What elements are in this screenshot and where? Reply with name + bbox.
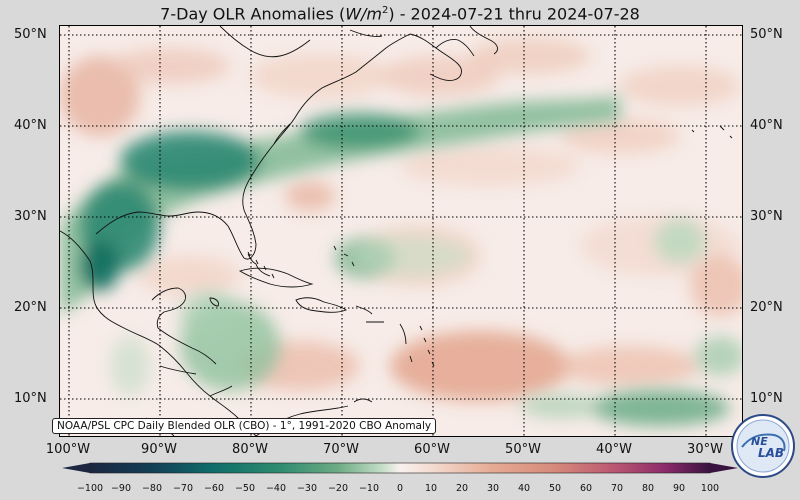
colorbar-tick-label: −60 [203,483,225,494]
colorbar-tick-label: 80 [641,483,655,494]
logo-badge: NE LAB [731,414,795,478]
lat-label-right: 30°N [750,209,783,224]
colorbar-min-arrow [62,463,90,473]
lon-label: 60°W [414,442,450,457]
lat-label-right: 40°N [750,118,783,133]
lat-label-left: 10°N [14,391,47,406]
colorbar-tick-label: 30 [486,483,500,494]
colorbar-tick-label: −30 [296,483,318,494]
colorbar-tick-label: −90 [110,483,132,494]
map-panel [59,25,743,437]
lat-label-left: 20°N [14,300,47,315]
colorbar-tick-label: 60 [579,483,593,494]
colorbar-tick-label: 0 [396,483,404,494]
lon-label: 50°W [505,442,541,457]
colorbar-max-arrow [710,463,738,473]
colorbar-tick-label: −80 [141,483,163,494]
lon-label: 90°W [141,442,177,457]
lat-label-left: 30°N [14,209,47,224]
lon-label: 40°W [596,442,632,457]
colorbar-tick-label: 90 [672,483,686,494]
lon-label: 80°W [232,442,268,457]
lon-label: 70°W [323,442,359,457]
colorbar-gradient [89,462,711,474]
colorbar-scale [62,462,738,474]
olr-anomaly-map [60,26,742,436]
colorbar-tick-label: −70 [172,483,194,494]
lon-label: 100°W [45,442,91,457]
graticule [60,26,742,436]
lat-label-left: 50°N [14,27,47,42]
title-suffix: ) - 2024-07-21 thru 2024-07-28 [388,4,640,24]
colorbar-tick-label: −50 [234,483,256,494]
colorbar-tick-label: 70 [610,483,624,494]
colorbar-tick-label: 40 [517,483,531,494]
lat-label-right: 10°N [750,391,783,406]
negative-anomaly-field [60,96,742,426]
lon-label: 30°W [687,442,723,457]
title-unit-exponent: 2 [381,5,389,16]
title-prefix: 7-Day OLR Anomalies ( [160,4,346,24]
colorbar-tick-label: −20 [327,483,349,494]
logo-text-line1: NE [751,435,768,448]
lat-label-right: 20°N [750,300,783,315]
logo-text-line2: LAB [758,446,784,460]
data-source-credit: NOAA/PSL CPC Daily Blended OLR (CBO) - 1… [52,418,437,434]
lat-label-left: 40°N [14,118,47,133]
map-title: 7-Day OLR Anomalies (W/m2) - 2024-07-21 … [0,0,800,24]
colorbar-tick-label: −10 [358,483,380,494]
colorbar-tick-label: 10 [424,483,438,494]
nextlab-logo: NE LAB [730,413,796,483]
colorbar-tick-label: 100 [700,483,720,494]
colorbar-tick-label: −40 [265,483,287,494]
colorbar-tick-label: −100 [76,483,104,494]
colorbar-tick-label: 50 [548,483,562,494]
lat-label-right: 50°N [750,27,783,42]
title-unit: W/m [345,4,382,24]
positive-anomaly-field [60,38,742,401]
colorbar-tick-label: 20 [455,483,469,494]
colorbar: −100 −90 −80 −70 −60 −50 −40 −30 −20 −10 0 10 20 30 40… [62,462,738,498]
